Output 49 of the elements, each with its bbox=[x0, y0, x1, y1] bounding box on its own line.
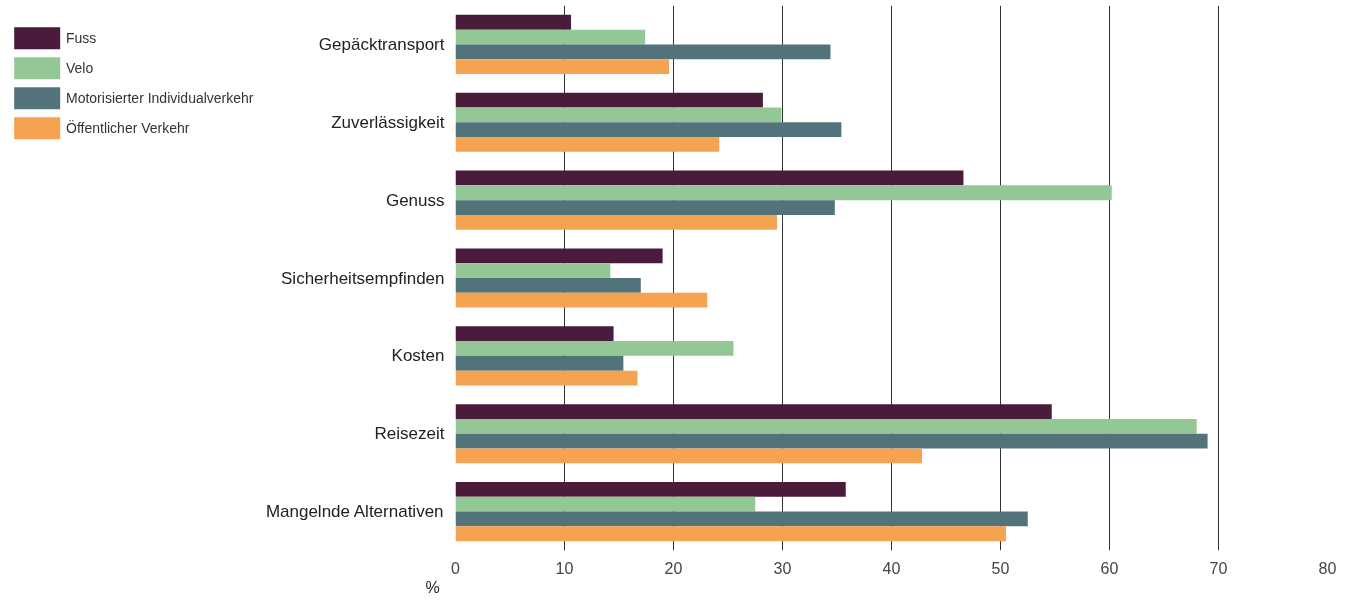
y-tick-label: Reisezeit bbox=[374, 424, 445, 444]
bar bbox=[455, 370, 638, 386]
legend-label: Velo bbox=[66, 60, 94, 77]
bar bbox=[455, 496, 756, 512]
x-tick-label: 20 bbox=[664, 559, 683, 577]
x-tick-label: 10 bbox=[555, 559, 574, 577]
legend-label: Fuss bbox=[66, 30, 97, 47]
bar bbox=[455, 263, 611, 278]
bar bbox=[455, 14, 572, 30]
bar bbox=[455, 92, 763, 108]
bar bbox=[455, 44, 831, 60]
bar bbox=[455, 433, 1208, 449]
y-tick-label: Gepäcktransport bbox=[318, 34, 445, 54]
bar bbox=[455, 326, 614, 342]
bar bbox=[455, 185, 1112, 201]
bar bbox=[455, 107, 782, 123]
bar bbox=[455, 248, 663, 264]
x-tick-label: 30 bbox=[773, 559, 792, 577]
x-axis-title: % bbox=[425, 578, 440, 596]
bar bbox=[455, 481, 846, 497]
bar bbox=[455, 526, 1006, 542]
bar bbox=[455, 137, 720, 152]
bar bbox=[455, 278, 641, 293]
bar bbox=[455, 214, 778, 230]
bar bbox=[455, 170, 964, 186]
x-tick-label: 0 bbox=[451, 559, 461, 577]
y-tick-label: Sicherheitsempfinden bbox=[281, 268, 445, 288]
legend-label: Öffentlicher Verkehr bbox=[66, 119, 190, 137]
bar bbox=[455, 355, 624, 371]
x-tick-label: 40 bbox=[882, 559, 901, 577]
bar bbox=[455, 418, 1197, 434]
y-tick-label: Mangelnde Alternativen bbox=[265, 502, 444, 522]
y-tick-label: Genuss bbox=[385, 190, 445, 210]
y-tick-label: Zuverlässigkeit bbox=[331, 112, 445, 132]
bar bbox=[455, 448, 923, 464]
y-tick-label: Kosten bbox=[391, 346, 445, 366]
x-tick-label: 80 bbox=[1318, 559, 1337, 577]
bar bbox=[455, 341, 734, 356]
x-tick-label: 70 bbox=[1209, 559, 1228, 577]
x-tick-label: 50 bbox=[991, 559, 1010, 577]
legend-label: Motorisierter Individualverkehr bbox=[66, 90, 254, 107]
x-tick-label: 60 bbox=[1100, 559, 1119, 577]
bar bbox=[455, 122, 842, 138]
bar bbox=[455, 59, 670, 75]
bar bbox=[455, 404, 1052, 419]
bar bbox=[455, 511, 1028, 527]
bar bbox=[455, 29, 646, 45]
bar bbox=[455, 200, 835, 215]
bar bbox=[455, 292, 708, 308]
